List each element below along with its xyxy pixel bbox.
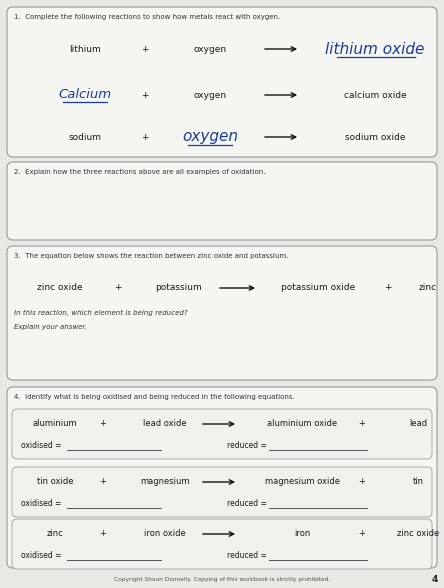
Text: lithium oxide: lithium oxide	[325, 42, 425, 56]
Text: lithium: lithium	[69, 45, 101, 54]
Text: Calcium: Calcium	[59, 89, 111, 102]
FancyBboxPatch shape	[7, 7, 437, 157]
Text: lead: lead	[409, 419, 427, 429]
Text: +: +	[359, 530, 365, 539]
Text: 1.  Complete the following reactions to show how metals react with oxygen.: 1. Complete the following reactions to s…	[14, 14, 280, 20]
Text: zinc: zinc	[47, 530, 63, 539]
FancyBboxPatch shape	[7, 246, 437, 380]
Text: zinc oxide: zinc oxide	[37, 283, 83, 292]
Text: 2.  Explain how the three reactions above are all examples of oxidation.: 2. Explain how the three reactions above…	[14, 169, 266, 175]
Text: calcium oxide: calcium oxide	[344, 91, 406, 99]
Text: aluminium: aluminium	[33, 419, 77, 429]
Text: reduced =: reduced =	[227, 440, 267, 449]
Text: +: +	[141, 132, 149, 142]
FancyBboxPatch shape	[7, 387, 437, 568]
Text: zinc: zinc	[419, 283, 437, 292]
Text: 4.  Identify what is being oxidised and being reduced in the following equations: 4. Identify what is being oxidised and b…	[14, 394, 295, 400]
FancyBboxPatch shape	[7, 162, 437, 240]
Text: 3.  The equation below shows the reaction between zinc oxide and potassium.: 3. The equation below shows the reaction…	[14, 253, 289, 259]
Text: oxygen: oxygen	[194, 91, 226, 99]
Text: sodium oxide: sodium oxide	[345, 132, 405, 142]
Text: +: +	[141, 45, 149, 54]
Text: sodium: sodium	[68, 132, 102, 142]
Text: tin oxide: tin oxide	[37, 477, 73, 486]
Text: Copyright Shaun Donnelly. Copying of this workbook is strictly prohibited.: Copyright Shaun Donnelly. Copying of thi…	[114, 577, 330, 583]
Text: +: +	[359, 477, 365, 486]
Text: oxidised =: oxidised =	[21, 440, 62, 449]
Text: +: +	[99, 477, 107, 486]
Text: oxygen: oxygen	[194, 45, 226, 54]
Text: +: +	[359, 419, 365, 429]
Text: reduced =: reduced =	[227, 499, 267, 507]
Text: magnesium: magnesium	[140, 477, 190, 486]
Text: potassium: potassium	[155, 283, 202, 292]
Text: +: +	[114, 283, 122, 292]
Text: iron oxide: iron oxide	[144, 530, 186, 539]
Text: lead oxide: lead oxide	[143, 419, 187, 429]
Text: +: +	[384, 283, 392, 292]
Text: +: +	[99, 419, 107, 429]
FancyBboxPatch shape	[12, 519, 432, 569]
Text: tin: tin	[412, 477, 424, 486]
Text: oxygen: oxygen	[182, 129, 238, 145]
Text: 4: 4	[432, 576, 438, 584]
Text: In this reaction, which element is being reduced?: In this reaction, which element is being…	[14, 310, 188, 316]
Text: potassium oxide: potassium oxide	[281, 283, 355, 292]
Text: magnesium oxide: magnesium oxide	[265, 477, 340, 486]
Text: +: +	[141, 91, 149, 99]
Text: zinc oxide: zinc oxide	[397, 530, 439, 539]
Text: aluminium oxide: aluminium oxide	[267, 419, 337, 429]
Text: oxidised =: oxidised =	[21, 499, 62, 507]
Text: oxidised =: oxidised =	[21, 550, 62, 560]
Text: Explain your answer.: Explain your answer.	[14, 324, 87, 330]
Text: iron: iron	[294, 530, 310, 539]
FancyBboxPatch shape	[12, 467, 432, 517]
Text: reduced =: reduced =	[227, 550, 267, 560]
Text: +: +	[99, 530, 107, 539]
FancyBboxPatch shape	[12, 409, 432, 459]
